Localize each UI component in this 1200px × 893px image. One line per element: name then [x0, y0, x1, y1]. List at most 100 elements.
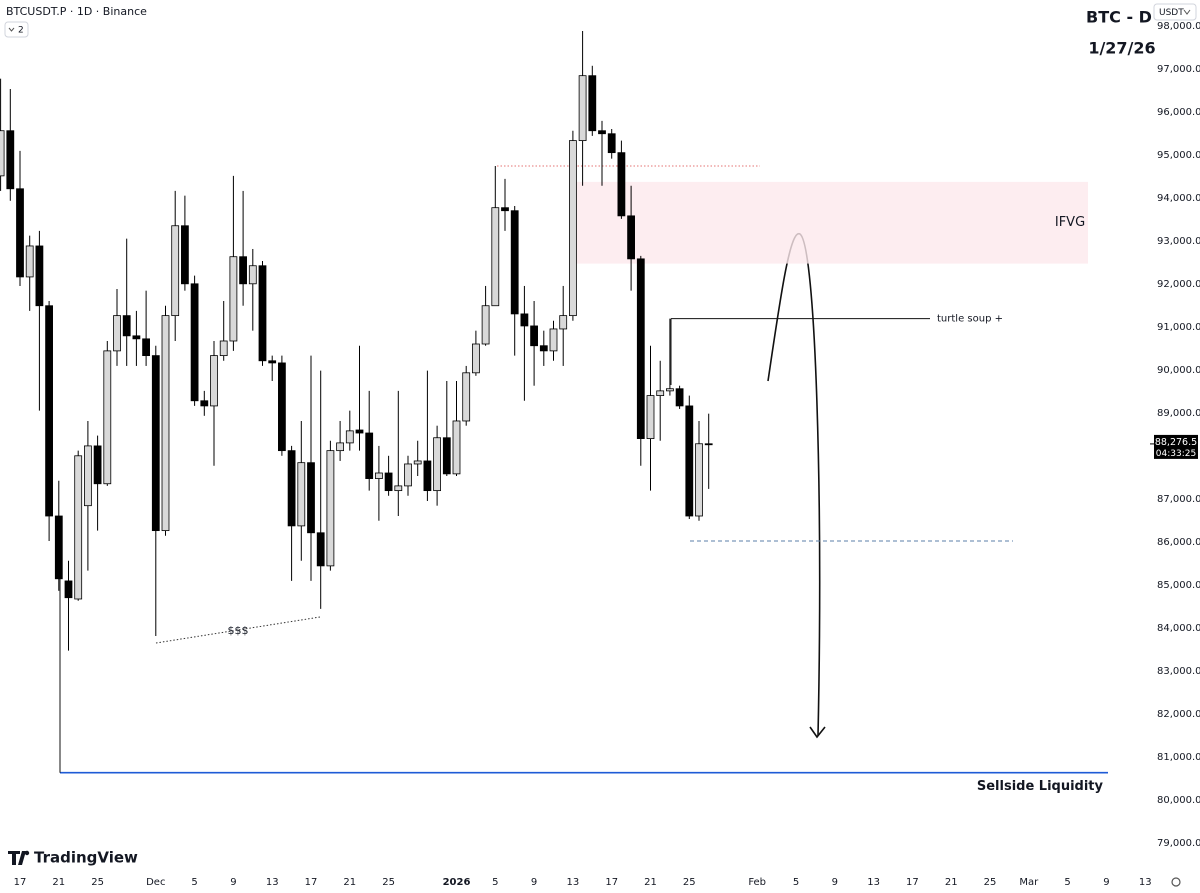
- candle-body: [151, 355, 160, 532]
- candle-body: [627, 215, 635, 260]
- candle-body: [113, 315, 121, 352]
- candle-body: [559, 315, 568, 330]
- candle-body: [704, 443, 713, 446]
- x-tick-label: 25: [984, 877, 997, 888]
- x-tick-label: Dec: [146, 877, 165, 888]
- candle-body: [336, 442, 344, 452]
- candle-body: [25, 245, 34, 278]
- y-tick-label: 94,000.0: [1157, 193, 1200, 204]
- candle-body: [539, 345, 548, 352]
- candle-body: [510, 210, 519, 315]
- candle-body: [297, 462, 306, 527]
- y-tick-label: 89,000.0: [1157, 408, 1200, 419]
- candle-body: [161, 315, 170, 532]
- candle-body: [413, 460, 422, 465]
- candle-body: [64, 580, 73, 599]
- chevron-icon: [1183, 9, 1191, 15]
- candle-body: [530, 325, 538, 347]
- candle-body: [93, 445, 102, 485]
- y-tick-label: 90,000.0: [1157, 365, 1200, 376]
- brand: TradingView: [34, 849, 138, 867]
- x-tick-label: Mar: [1019, 877, 1039, 888]
- currency: USDT: [1159, 8, 1184, 18]
- candle-body: [375, 472, 383, 479]
- y-tick-label: 91,000.0: [1157, 322, 1200, 333]
- candle-body: [549, 328, 558, 352]
- candle-body: [142, 338, 150, 357]
- candle-body: [200, 400, 209, 407]
- chart-title: BTC - D: [1086, 8, 1152, 27]
- x-tick-label: 21: [945, 877, 958, 888]
- turtle-soup-label: turtle soup +: [937, 314, 1003, 325]
- candle-body: [442, 437, 451, 475]
- candle-body: [481, 305, 490, 345]
- x-tick-label: 5: [793, 877, 799, 888]
- y-tick-label: 81,000.0: [1157, 752, 1200, 763]
- x-tick-label: 5: [191, 877, 197, 888]
- candle-body: [472, 343, 480, 374]
- candle-body: [636, 258, 645, 439]
- candle-body: [656, 390, 665, 396]
- x-tick-label: 21: [644, 877, 657, 888]
- candle-body: [84, 445, 92, 507]
- last-price-tag: [1154, 434, 1198, 459]
- candle-body: [54, 515, 63, 580]
- candle-body: [607, 133, 616, 154]
- x-tick-label: 9: [531, 877, 537, 888]
- x-tick-label: 9: [230, 877, 236, 888]
- y-tick-label: 85,000.0: [1157, 580, 1200, 591]
- y-tick-label: 97,000.0: [1157, 64, 1200, 75]
- candle-body: [6, 130, 15, 190]
- candle-body: [219, 340, 228, 357]
- x-tick-label: Feb: [748, 877, 766, 888]
- plot-area: $$$ turtle soup +: [0, 30, 1108, 774]
- candle-body: [316, 532, 325, 567]
- candle-body: [355, 429, 364, 434]
- candle-body: [210, 355, 218, 407]
- candle-body: [588, 75, 597, 132]
- candle-body: [520, 313, 529, 327]
- sweep-label: $$$: [228, 624, 249, 637]
- settings-icon[interactable]: [1171, 877, 1181, 887]
- candle-body: [685, 405, 694, 517]
- countdown: 04:33:25: [1156, 449, 1196, 459]
- x-tick-label: 5: [492, 877, 498, 888]
- projection-curve: [767, 233, 821, 737]
- candle-body: [695, 443, 703, 517]
- candle-body: [229, 256, 238, 342]
- x-tick-label: 25: [91, 877, 104, 888]
- candle-body: [45, 305, 53, 517]
- chevron-icon: [8, 27, 15, 32]
- candle-body: [181, 225, 189, 285]
- currency-button[interactable]: [1153, 3, 1197, 21]
- ifvg-label: IFVG: [1055, 215, 1085, 230]
- x-tick-label: 5: [1064, 877, 1070, 888]
- x-tick-label: 17: [906, 877, 919, 888]
- x-tick-label: 25: [683, 877, 696, 888]
- y-tick-label: 95,000.0: [1157, 150, 1200, 161]
- candle-body: [35, 245, 44, 307]
- candle-body: [501, 207, 509, 212]
- candle-body: [239, 256, 247, 285]
- candle-body: [394, 485, 403, 492]
- last-price-label: 88,276.5: [1155, 437, 1197, 448]
- candle-body: [617, 152, 626, 217]
- candle-body: [74, 455, 83, 600]
- chart-subtitle: 1/27/26: [1088, 39, 1155, 58]
- symbol-info: BTCUSDT.P · 1D · Binance: [6, 5, 147, 18]
- y-tick-label: 82,000.0: [1157, 709, 1200, 720]
- candle-body: [433, 437, 441, 492]
- candle-body: [171, 225, 180, 317]
- sellside-label: Sellside Liquidity: [977, 779, 1104, 794]
- x-tick-label: 13: [867, 877, 880, 888]
- x-tick-label: 25: [382, 877, 395, 888]
- x-tick-label: 17: [605, 877, 618, 888]
- indicator-toggle[interactable]: [4, 21, 29, 38]
- brand-logo: [8, 851, 26, 865]
- candle-body: [287, 450, 296, 527]
- candle-body: [569, 140, 577, 317]
- y-tick-label: 79,000.0: [1157, 838, 1200, 849]
- candle-body: [578, 75, 587, 142]
- candle-body: [423, 460, 432, 492]
